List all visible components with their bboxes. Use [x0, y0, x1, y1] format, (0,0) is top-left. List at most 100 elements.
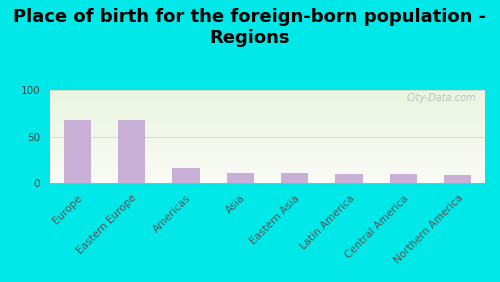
Bar: [50, 153, 485, 154]
Bar: [50, 93, 485, 94]
Bar: [50, 129, 485, 130]
Bar: [50, 175, 485, 176]
Bar: [50, 98, 485, 99]
Bar: [50, 109, 485, 110]
Bar: [50, 170, 485, 171]
Bar: [50, 130, 485, 131]
Bar: [50, 119, 485, 120]
Bar: [50, 117, 485, 118]
Bar: [50, 139, 485, 140]
Bar: [50, 157, 485, 158]
Bar: [50, 112, 485, 113]
Bar: [50, 125, 485, 126]
Bar: [50, 182, 485, 183]
Text: City-Data.com: City-Data.com: [406, 93, 476, 103]
Bar: [50, 174, 485, 175]
Bar: [50, 154, 485, 155]
Bar: [118, 120, 145, 183]
Bar: [50, 149, 485, 150]
Bar: [50, 118, 485, 119]
Bar: [281, 173, 308, 183]
Bar: [50, 148, 485, 149]
Bar: [50, 147, 485, 148]
Bar: [50, 95, 485, 96]
Bar: [50, 126, 485, 127]
Bar: [50, 122, 485, 123]
Bar: [50, 168, 485, 169]
Bar: [50, 162, 485, 163]
Bar: [50, 105, 485, 106]
Bar: [336, 174, 362, 183]
Bar: [50, 145, 485, 146]
Bar: [50, 141, 485, 142]
Bar: [50, 128, 485, 129]
Bar: [50, 169, 485, 170]
Bar: [50, 90, 485, 91]
Bar: [50, 143, 485, 144]
Bar: [50, 111, 485, 112]
Bar: [50, 171, 485, 172]
Bar: [50, 115, 485, 116]
Bar: [50, 92, 485, 93]
Bar: [50, 110, 485, 111]
Bar: [50, 116, 485, 117]
Bar: [50, 120, 485, 121]
Bar: [64, 120, 91, 183]
Bar: [50, 172, 485, 173]
Bar: [50, 127, 485, 128]
Bar: [50, 166, 485, 167]
Bar: [50, 159, 485, 160]
Bar: [50, 142, 485, 143]
Bar: [50, 165, 485, 166]
Bar: [50, 158, 485, 159]
Bar: [50, 96, 485, 97]
Bar: [50, 106, 485, 107]
Bar: [50, 114, 485, 115]
Bar: [50, 108, 485, 109]
Bar: [50, 134, 485, 135]
Bar: [50, 160, 485, 161]
Bar: [50, 133, 485, 134]
Bar: [50, 179, 485, 180]
Bar: [50, 113, 485, 114]
Bar: [50, 161, 485, 162]
Bar: [50, 94, 485, 95]
Bar: [50, 138, 485, 139]
Bar: [50, 152, 485, 153]
Bar: [50, 123, 485, 124]
Bar: [50, 155, 485, 156]
Bar: [50, 107, 485, 108]
Bar: [50, 131, 485, 132]
Bar: [50, 102, 485, 103]
Bar: [50, 140, 485, 141]
Bar: [50, 124, 485, 125]
Bar: [50, 135, 485, 136]
Bar: [50, 151, 485, 152]
Bar: [50, 141, 485, 142]
Bar: [50, 97, 485, 98]
Bar: [50, 136, 485, 137]
Bar: [50, 181, 485, 182]
Bar: [50, 164, 485, 165]
Bar: [444, 175, 471, 183]
Bar: [50, 132, 485, 133]
Bar: [50, 144, 485, 145]
Bar: [50, 163, 485, 164]
Bar: [50, 176, 485, 177]
Bar: [50, 173, 485, 174]
Bar: [50, 150, 485, 151]
Bar: [50, 167, 485, 168]
Bar: [50, 146, 485, 147]
Bar: [50, 103, 485, 104]
Bar: [226, 173, 254, 183]
Bar: [50, 178, 485, 179]
Bar: [390, 174, 417, 183]
Text: Place of birth for the foreign-born population -
Regions: Place of birth for the foreign-born popu…: [14, 8, 486, 47]
Bar: [50, 104, 485, 105]
Bar: [50, 156, 485, 157]
Bar: [172, 168, 200, 183]
Bar: [50, 101, 485, 102]
Bar: [50, 180, 485, 181]
Bar: [50, 100, 485, 101]
Bar: [50, 177, 485, 178]
